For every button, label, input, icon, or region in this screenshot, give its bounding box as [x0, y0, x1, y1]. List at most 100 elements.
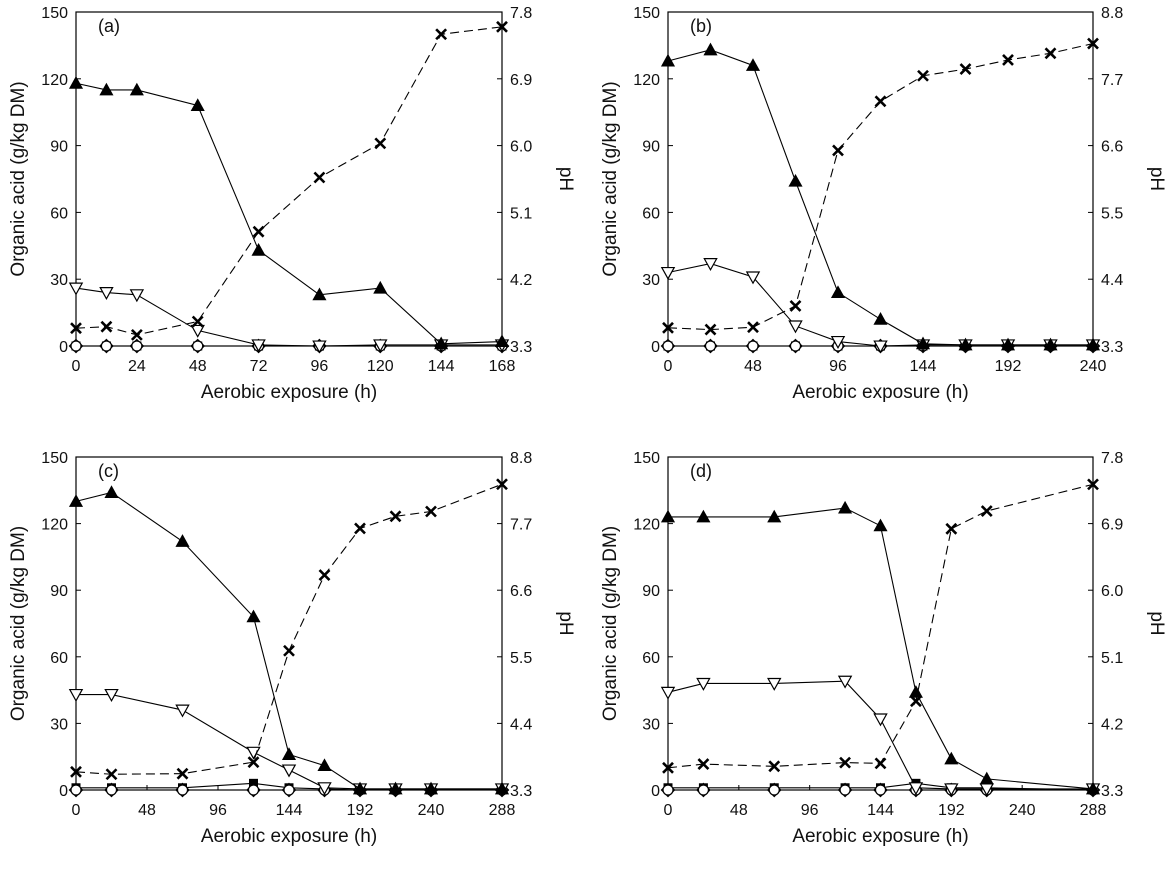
data-point: [944, 783, 959, 797]
data-point: [251, 243, 266, 256]
x-tick-label: 192: [938, 802, 965, 819]
series-acetic-acid: [68, 688, 510, 797]
data-point: [99, 287, 114, 300]
data-point: [281, 747, 297, 760]
data-point: [837, 675, 853, 689]
y-tick-label: 90: [50, 583, 68, 600]
data-point: [959, 63, 972, 76]
data-point: [874, 757, 887, 770]
data-point: [908, 782, 924, 796]
y2-axis-label: pH: [555, 167, 576, 191]
data-point: [70, 340, 82, 352]
data-point: [246, 609, 261, 623]
series-line: [668, 507, 1094, 790]
data-point: [767, 509, 782, 523]
data-point: [99, 82, 114, 96]
x-tick-label: 96: [209, 802, 227, 819]
y2-tick-label: 7.7: [510, 517, 532, 534]
data-point: [944, 751, 959, 765]
data-point: [247, 756, 260, 769]
x-tick-label: 192: [995, 358, 1022, 375]
series-acetic-acid: [660, 675, 1101, 797]
series-line: [75, 483, 503, 775]
y-tick-label: 150: [633, 450, 660, 467]
y-tick-label: 0: [59, 783, 68, 800]
y2-tick-label: 6.6: [510, 583, 532, 600]
y-tick-label: 0: [651, 783, 660, 800]
series-line: [667, 263, 1093, 347]
data-point: [830, 285, 846, 299]
data-point: [105, 768, 118, 781]
x-tick-label: 240: [1009, 802, 1036, 819]
y-axis-label: Organic acid (g/kg DM): [600, 81, 621, 276]
series-pH: [662, 478, 1099, 774]
y2-tick-label: 5.1: [1101, 650, 1123, 667]
data-point: [662, 761, 674, 774]
panel-label: (a): [98, 16, 120, 36]
data-point: [496, 20, 508, 33]
data-point: [768, 760, 781, 773]
x-tick-label: 240: [418, 802, 445, 819]
series-other-acid-3: [662, 784, 1099, 796]
data-point: [704, 340, 717, 352]
x-tick-label: 0: [664, 358, 673, 375]
data-point: [68, 494, 84, 507]
y-tick-label: 60: [642, 205, 660, 222]
data-point: [191, 315, 204, 328]
y-tick-label: 120: [41, 517, 68, 534]
x-tick-label: 48: [744, 358, 762, 375]
y-tick-label: 60: [50, 650, 68, 667]
series-line: [75, 491, 502, 790]
data-point: [1002, 54, 1014, 66]
data-point: [104, 688, 119, 702]
data-point: [703, 42, 718, 56]
data-point: [313, 171, 326, 184]
data-point: [317, 758, 332, 772]
data-point: [873, 340, 888, 354]
data-point: [789, 340, 802, 352]
y2-axis-label: pH: [555, 611, 576, 635]
data-point: [838, 500, 853, 514]
data-point: [697, 758, 710, 771]
data-point: [874, 95, 887, 108]
x-tick-label: 240: [1080, 358, 1107, 375]
data-point: [312, 340, 327, 354]
data-point: [70, 784, 82, 796]
data-point: [874, 784, 887, 796]
panel-3: 0 48 96 144 192 240 288 0 30 60 90 120 150 3.3 4.4 5.5 6…: [8, 450, 576, 847]
data-point: [70, 322, 82, 335]
data-point: [68, 688, 84, 702]
x-tick-label: 0: [72, 802, 81, 819]
data-point: [917, 69, 929, 82]
y2-tick-label: 3.3: [1101, 783, 1123, 800]
x-tick-label: 192: [347, 802, 374, 819]
data-point: [703, 258, 718, 272]
y2-tick-label: 3.3: [510, 783, 532, 800]
data-point: [190, 324, 205, 338]
data-point: [1085, 337, 1101, 351]
data-point: [317, 782, 332, 796]
x-axis-label: Aerobic exposure (h): [792, 382, 968, 403]
data-point: [696, 509, 711, 523]
data-point: [768, 784, 780, 796]
panel-4: 0 48 96 144 192 240 288 0 30 60 90 120 150 3.3 4.2 5.1 6…: [600, 450, 1167, 847]
series-lactic-acid: [68, 485, 510, 795]
data-point: [251, 339, 266, 353]
data-point: [1000, 337, 1016, 351]
series-other-acid-3: [70, 784, 508, 796]
series-pH: [662, 37, 1099, 336]
y2-tick-label: 6.6: [1101, 139, 1123, 156]
data-point: [1043, 337, 1058, 351]
y2-tick-label: 7.8: [1101, 450, 1123, 467]
series-pH: [70, 478, 508, 781]
y2-tick-label: 7.7: [1101, 72, 1123, 89]
y-tick-label: 30: [642, 272, 660, 289]
data-point: [745, 271, 761, 285]
data-point: [312, 287, 327, 301]
data-point: [175, 704, 190, 718]
data-point: [767, 677, 782, 691]
data-point: [832, 144, 844, 157]
data-point: [423, 781, 439, 795]
panel-2: 0 48 96 144 192 240 0 30 60 90 120 150 3.3 4.4 5.5 6.6 7…: [600, 5, 1167, 403]
data-point: [789, 300, 802, 312]
